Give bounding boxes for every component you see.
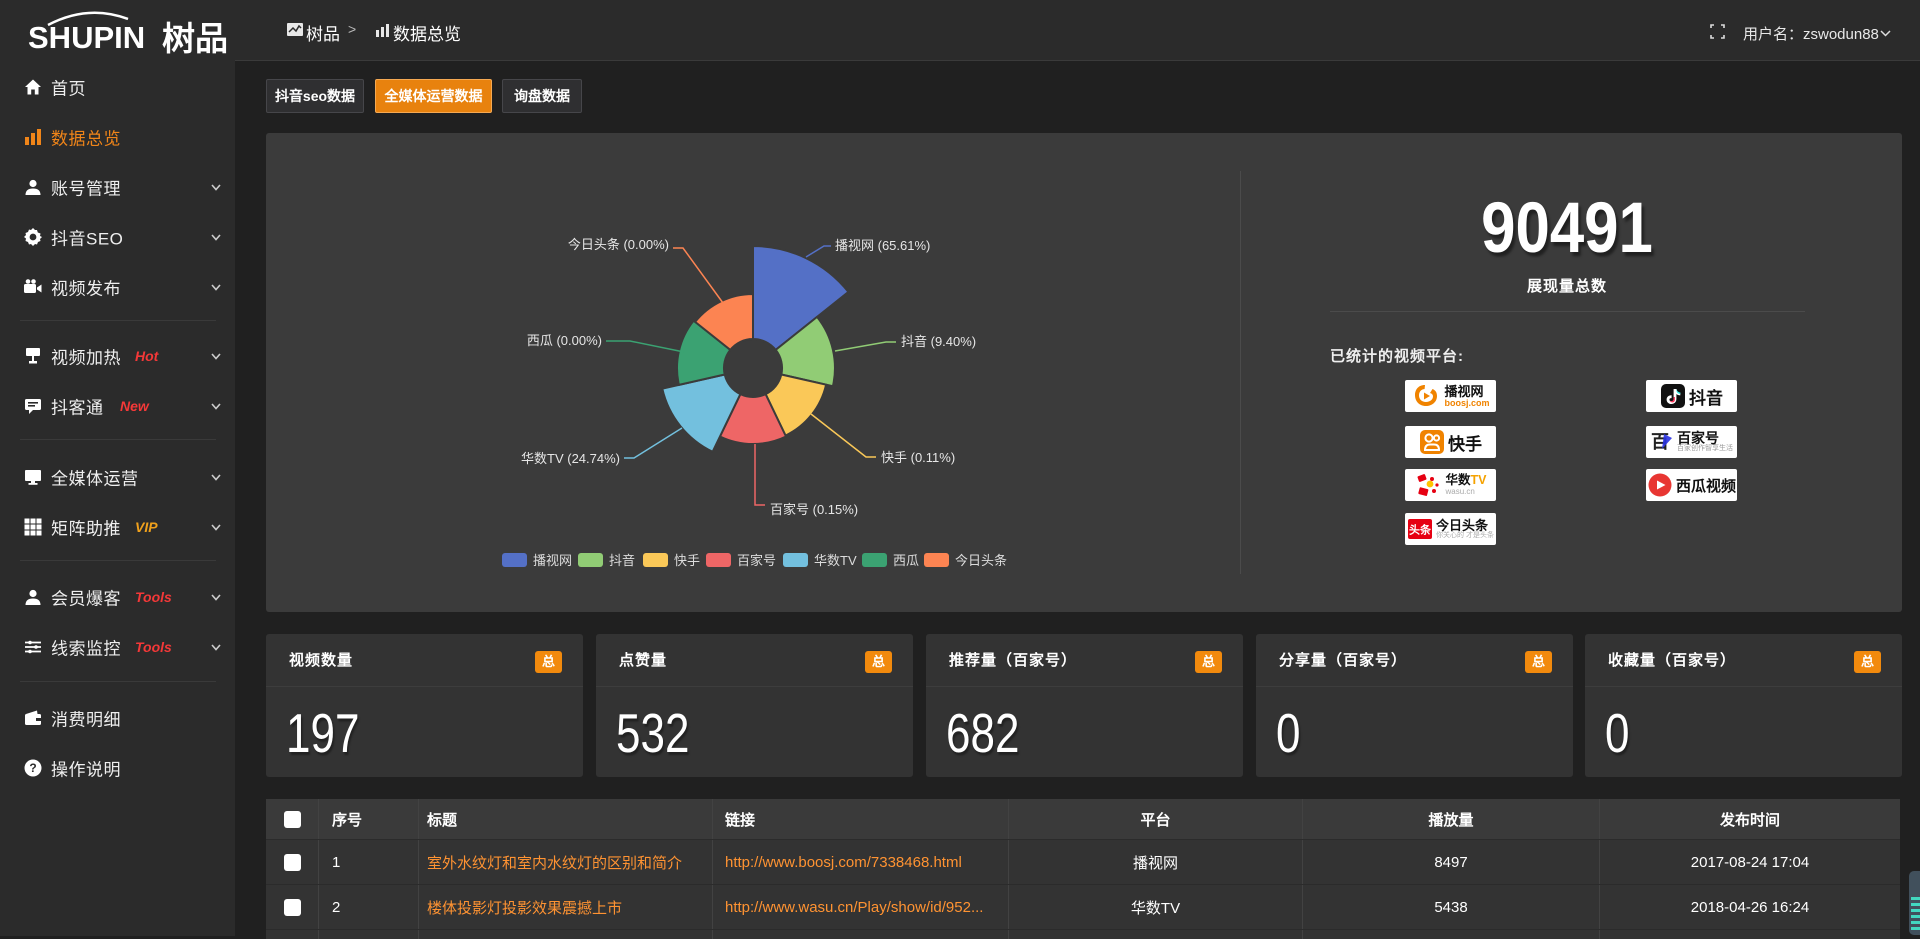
svg-text:西瓜 (0.00%): 西瓜 (0.00%) [527, 333, 602, 348]
svg-text:头条: 头条 [1409, 523, 1432, 537]
svg-text:SHUPIN: SHUPIN [28, 20, 145, 55]
svg-text:快手: 快手 [674, 553, 700, 568]
svg-text:百家号: 百家号 [737, 553, 776, 568]
svg-text:树品: 树品 [162, 20, 228, 56]
svg-text:快手 (0.11%): 快手 (0.11%) [881, 450, 955, 465]
svg-text:今日头条: 今日头条 [955, 553, 1007, 568]
svg-text:百家号 (0.15%): 百家号 (0.15%) [770, 502, 858, 517]
svg-text:播视网: 播视网 [533, 553, 572, 568]
svg-text:播视网 (65.61%): 播视网 (65.61%) [835, 238, 930, 253]
svg-text:西瓜: 西瓜 [893, 553, 919, 568]
svg-text:华数TV (24.74%): 华数TV (24.74%) [521, 451, 620, 466]
svg-text:抖音: 抖音 [609, 553, 635, 568]
svg-text:?: ? [29, 761, 36, 775]
svg-text:今日头条 (0.00%): 今日头条 (0.00%) [568, 237, 669, 252]
svg-text:抖音 (9.40%): 抖音 (9.40%) [901, 334, 976, 349]
svg-text:华数TV: 华数TV [814, 553, 857, 568]
